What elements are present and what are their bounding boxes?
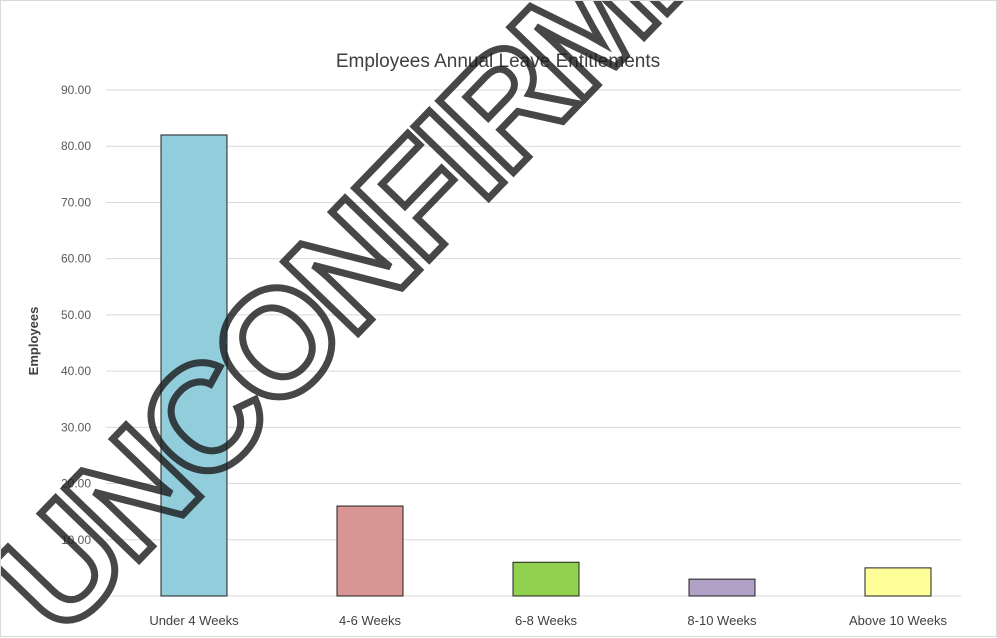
chart-title: Employees Annual Leave Entitlements xyxy=(336,51,660,72)
y-tick-label: 60.00 xyxy=(61,252,91,266)
y-tick-label: 70.00 xyxy=(61,195,91,209)
y-axis-label: Employees xyxy=(26,307,41,376)
y-tick-label: 40.00 xyxy=(61,364,91,378)
bar-8-10-weeks xyxy=(688,578,756,597)
y-tick-label: 20.00 xyxy=(61,477,91,491)
y-tick-label: 10.00 xyxy=(61,533,91,547)
watermark-text: UNCONFIRMED xyxy=(1,1,820,638)
x-tick-label: 6-8 Weeks xyxy=(515,613,577,628)
x-tick-label: Under 4 Weeks xyxy=(149,613,239,628)
y-tick-label: 90.00 xyxy=(61,83,91,97)
bars xyxy=(160,134,932,597)
gridlines xyxy=(106,89,961,597)
y-tick-label: 50.00 xyxy=(61,308,91,322)
bar-above-10-weeks xyxy=(864,567,932,597)
y-tick-labels: 90.00 80.00 70.00 60.00 50.00 40.00 30.00 20.00… xyxy=(61,83,91,547)
bar-6-8-weeks xyxy=(512,561,580,597)
confidentiality-watermark: UNCONFIRMED xyxy=(1,1,824,638)
y-tick-label: 30.00 xyxy=(61,420,91,434)
x-tick-label: 4-6 Weeks xyxy=(339,613,401,628)
y-tick-label: 80.00 xyxy=(61,139,91,153)
bar-4-6-weeks xyxy=(336,505,404,597)
x-tick-labels: Under 4 Weeks 4-6 Weeks 6-8 Weeks 8-10 Week… xyxy=(149,613,947,628)
x-tick-label: 8-10 Weeks xyxy=(687,613,757,628)
x-tick-label: Above 10 Weeks xyxy=(849,613,948,628)
bar-under-4-weeks xyxy=(160,134,228,597)
